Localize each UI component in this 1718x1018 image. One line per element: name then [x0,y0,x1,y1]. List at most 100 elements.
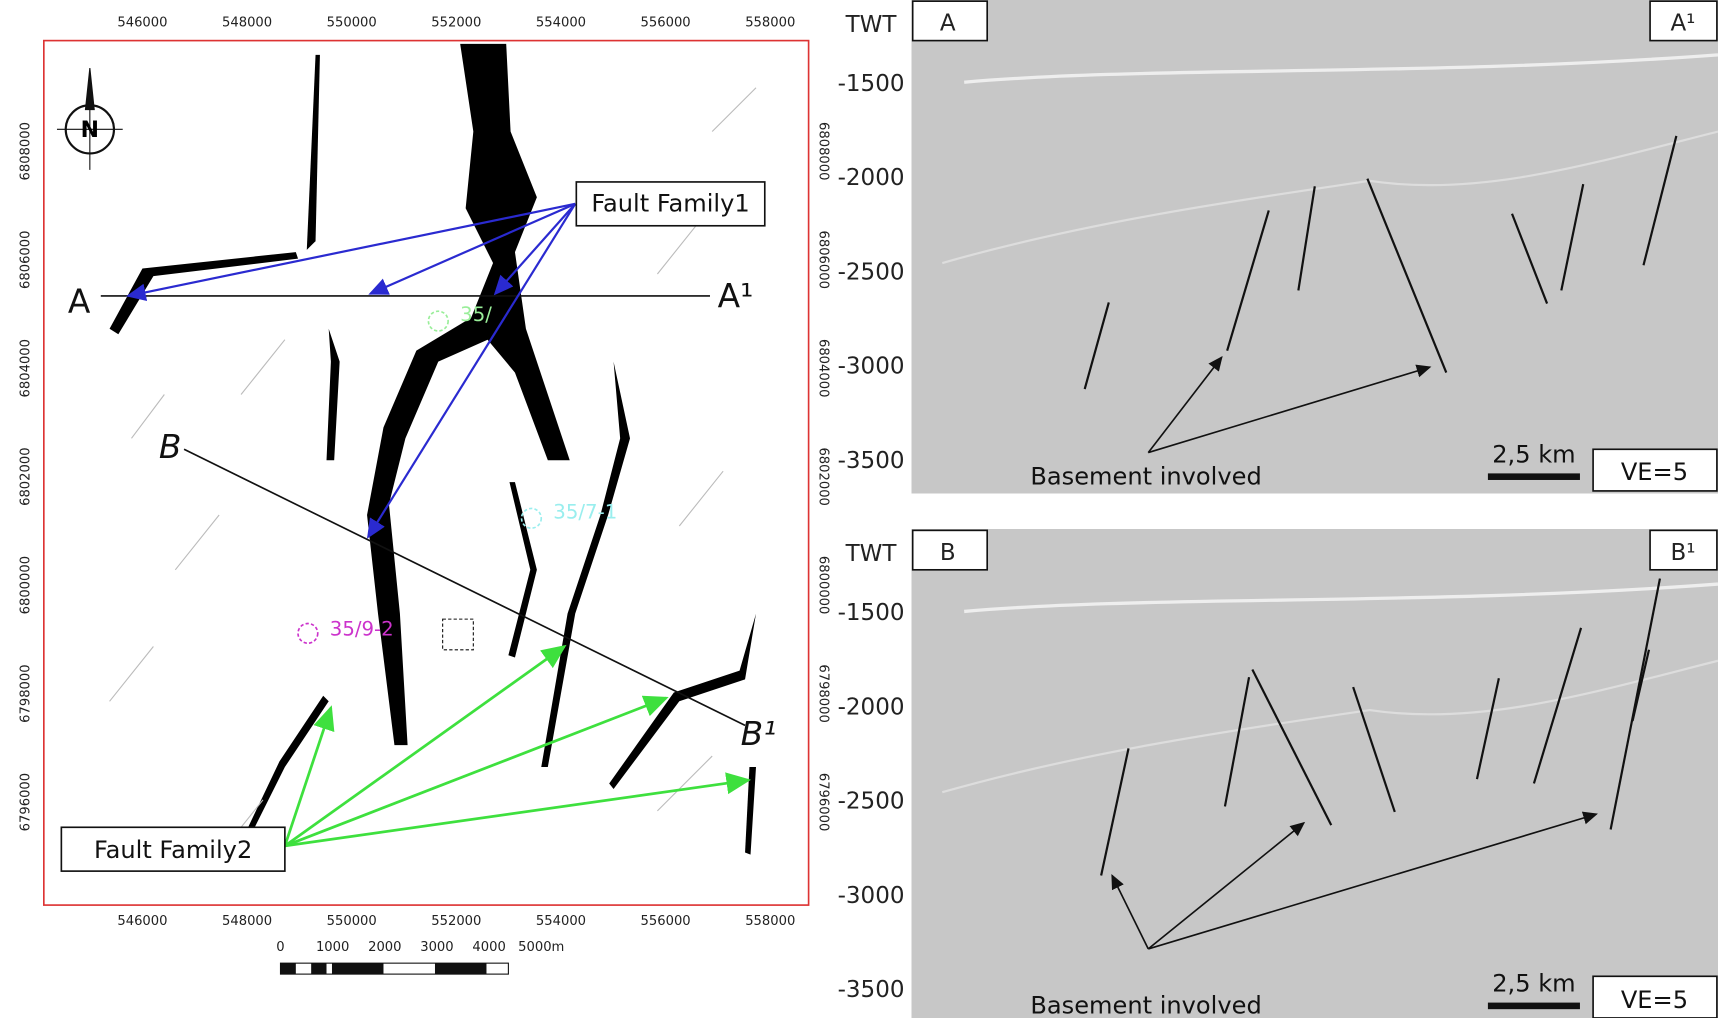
x-tick-label: 554000 [536,15,586,30]
x-tick-label: 550000 [327,15,377,30]
fault [1631,649,1651,722]
scale-bar [279,962,509,975]
y-tick-label: 6802000 [816,447,831,505]
fault [367,43,570,746]
y-tick-label: -3000 [838,883,905,909]
fault [1366,178,1448,374]
arrows-family-2 [283,644,752,848]
fault [1609,578,1662,830]
axis-title: TWT [845,541,898,567]
x-tick-label: 552000 [431,15,481,30]
scale-label: 2,5 km [1492,440,1575,468]
seismic-section: TWT -1500 -2000 -2500 -3000 -3500 B B¹ Basement … [838,529,1718,1018]
label-box [1592,975,1718,1018]
y-tick-label: -3500 [838,977,905,1003]
arrow [1148,364,1432,454]
y-tick-label: 6806000 [816,231,831,289]
seismic-image [911,0,1718,494]
x-tick-label: 556000 [641,15,691,30]
fault [1251,669,1333,826]
svg-text:N: N [81,118,99,143]
annotation: Basement involved [1030,992,1261,1018]
x-tick-label: 550000 [327,914,377,929]
label-box [1649,529,1718,571]
fault [326,328,340,461]
well-label: 35/9-2 [330,618,394,641]
fault [1510,213,1549,304]
fault [1475,678,1500,780]
fault [246,695,329,833]
well [297,622,319,645]
horizon [964,53,1718,84]
fault [306,54,320,250]
annotation: Fault Family1 [591,190,749,218]
scale-bar [1487,1002,1580,1010]
north-arrow: N [56,67,123,170]
fault [609,613,757,789]
x-tick-label: 558000 [745,15,795,30]
section-end-label: B¹ [1670,540,1695,566]
y-tick-label: 6800000 [816,556,831,614]
x-tick-label: 558000 [745,914,795,929]
label-box [1649,0,1718,42]
arrow [1111,874,1149,950]
fault [109,252,299,335]
horizon [941,659,1718,794]
scale-label: 5000m [518,940,564,955]
section-end-label: A¹ [1670,11,1695,37]
arrow [1147,355,1223,454]
x-tick-label: 548000 [222,15,272,30]
scale-label: 0 [276,940,284,955]
seismic-sections: TWT -1500 -2000 -2500 -3000 -3500 A A¹ Basement … [838,0,1718,1018]
well-label: 35/ [460,303,492,326]
fault [1642,135,1678,266]
map-ticks: 546000 546000 548000 548000 550000 550000 5520… [19,15,831,955]
x-tick-label: 554000 [536,914,586,929]
annotation: Fault Family2 [94,836,252,864]
section-label: A [68,281,91,320]
exaggeration: VE=5 [1621,458,1688,486]
y-tick-label: 6798000 [816,664,831,722]
y-tick-label: -3500 [838,448,905,474]
annotation: Basement involved [1030,462,1261,490]
section-line-b [183,448,746,727]
fault [1532,627,1583,784]
fault [1560,183,1585,291]
arrow [1147,821,1306,950]
scale-label: 2000 [368,940,401,955]
well [427,310,449,332]
y-tick-label: 6804000 [816,339,831,397]
x-tick-label: 546000 [117,15,167,30]
x-tick-label: 546000 [117,914,167,929]
y-tick-label: -1500 [838,71,905,97]
label-box [1592,448,1718,492]
x-tick-label: 552000 [431,914,481,929]
scale-bar [1487,473,1580,480]
fault [1223,676,1251,807]
well-label: 35/7-1 [553,500,617,523]
well-area [442,618,474,651]
seismic-image [911,529,1718,1018]
scale-label: 3000 [420,940,453,955]
section-label: A¹ [718,276,754,315]
map-frame [43,39,810,906]
label-box [911,529,989,571]
y-tick-label: 6802000 [19,447,34,505]
y-tick-label: 6808000 [19,122,34,180]
arrows-family-1 [126,202,577,539]
fault [508,482,537,658]
arrow [1148,811,1598,950]
fault [1100,748,1130,876]
y-tick-label: -3000 [838,354,905,380]
x-tick-label: 556000 [641,914,691,929]
section-label: B¹ [741,714,777,753]
section-start-label: A [940,11,956,37]
seismic-section: TWT -1500 -2000 -2500 -3000 -3500 A A¹ Basement … [838,0,1718,494]
fault [1226,210,1270,351]
y-tick-label: -2500 [838,789,905,815]
fault [1297,186,1316,291]
scale-label: 2,5 km [1492,970,1575,998]
horizon [964,582,1718,614]
well [520,507,543,529]
